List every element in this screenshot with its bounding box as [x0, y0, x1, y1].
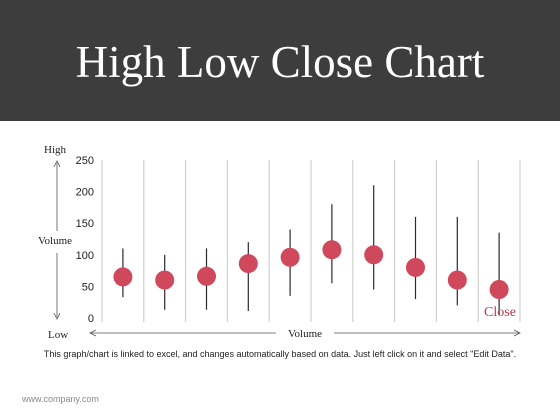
close-marker-0 [113, 267, 133, 287]
close-annotation: Close [484, 305, 516, 320]
y-tick-label-1: 50 [82, 281, 94, 293]
horizontal-arrow [89, 329, 521, 337]
volume-y-annotation: Volume [38, 235, 72, 247]
grid-lines [101, 160, 521, 322]
close-marker-9 [489, 280, 509, 300]
volume-x-annotation: Volume [288, 328, 322, 340]
footer-website: www.company.com [22, 394, 99, 404]
close-marker-6 [364, 245, 384, 265]
y-tick-label-4: 200 [76, 187, 94, 199]
close-marker-4 [280, 247, 300, 267]
close-marker-1 [155, 270, 175, 290]
y-axis-ticks: 0 50 100 150 200 250 [76, 155, 94, 325]
close-marker-2 [197, 266, 216, 286]
page-title: High Low Close Chart [75, 37, 485, 87]
y-tick-label-0: 0 [88, 313, 94, 325]
y-tick-label-2: 100 [76, 250, 94, 262]
title-banner: High Low Close Chart [0, 0, 560, 121]
y-tick-label-5: 250 [76, 155, 94, 167]
chart-caption: This graph/chart is linked to excel, and… [43, 349, 517, 359]
close-marker-3 [238, 254, 258, 274]
close-marker-8 [447, 270, 467, 290]
low-annotation: Low [48, 329, 68, 341]
vertical-arrow [53, 160, 61, 320]
close-marker-7 [406, 257, 425, 277]
high-low-close-chart: High Volume Low Volume 0 50 100 150 200 250 C… [38, 144, 521, 341]
close-marker-5 [322, 240, 342, 260]
high-annotation: High [44, 144, 67, 156]
y-tick-label-3: 150 [76, 218, 94, 230]
close-markers [113, 240, 509, 300]
